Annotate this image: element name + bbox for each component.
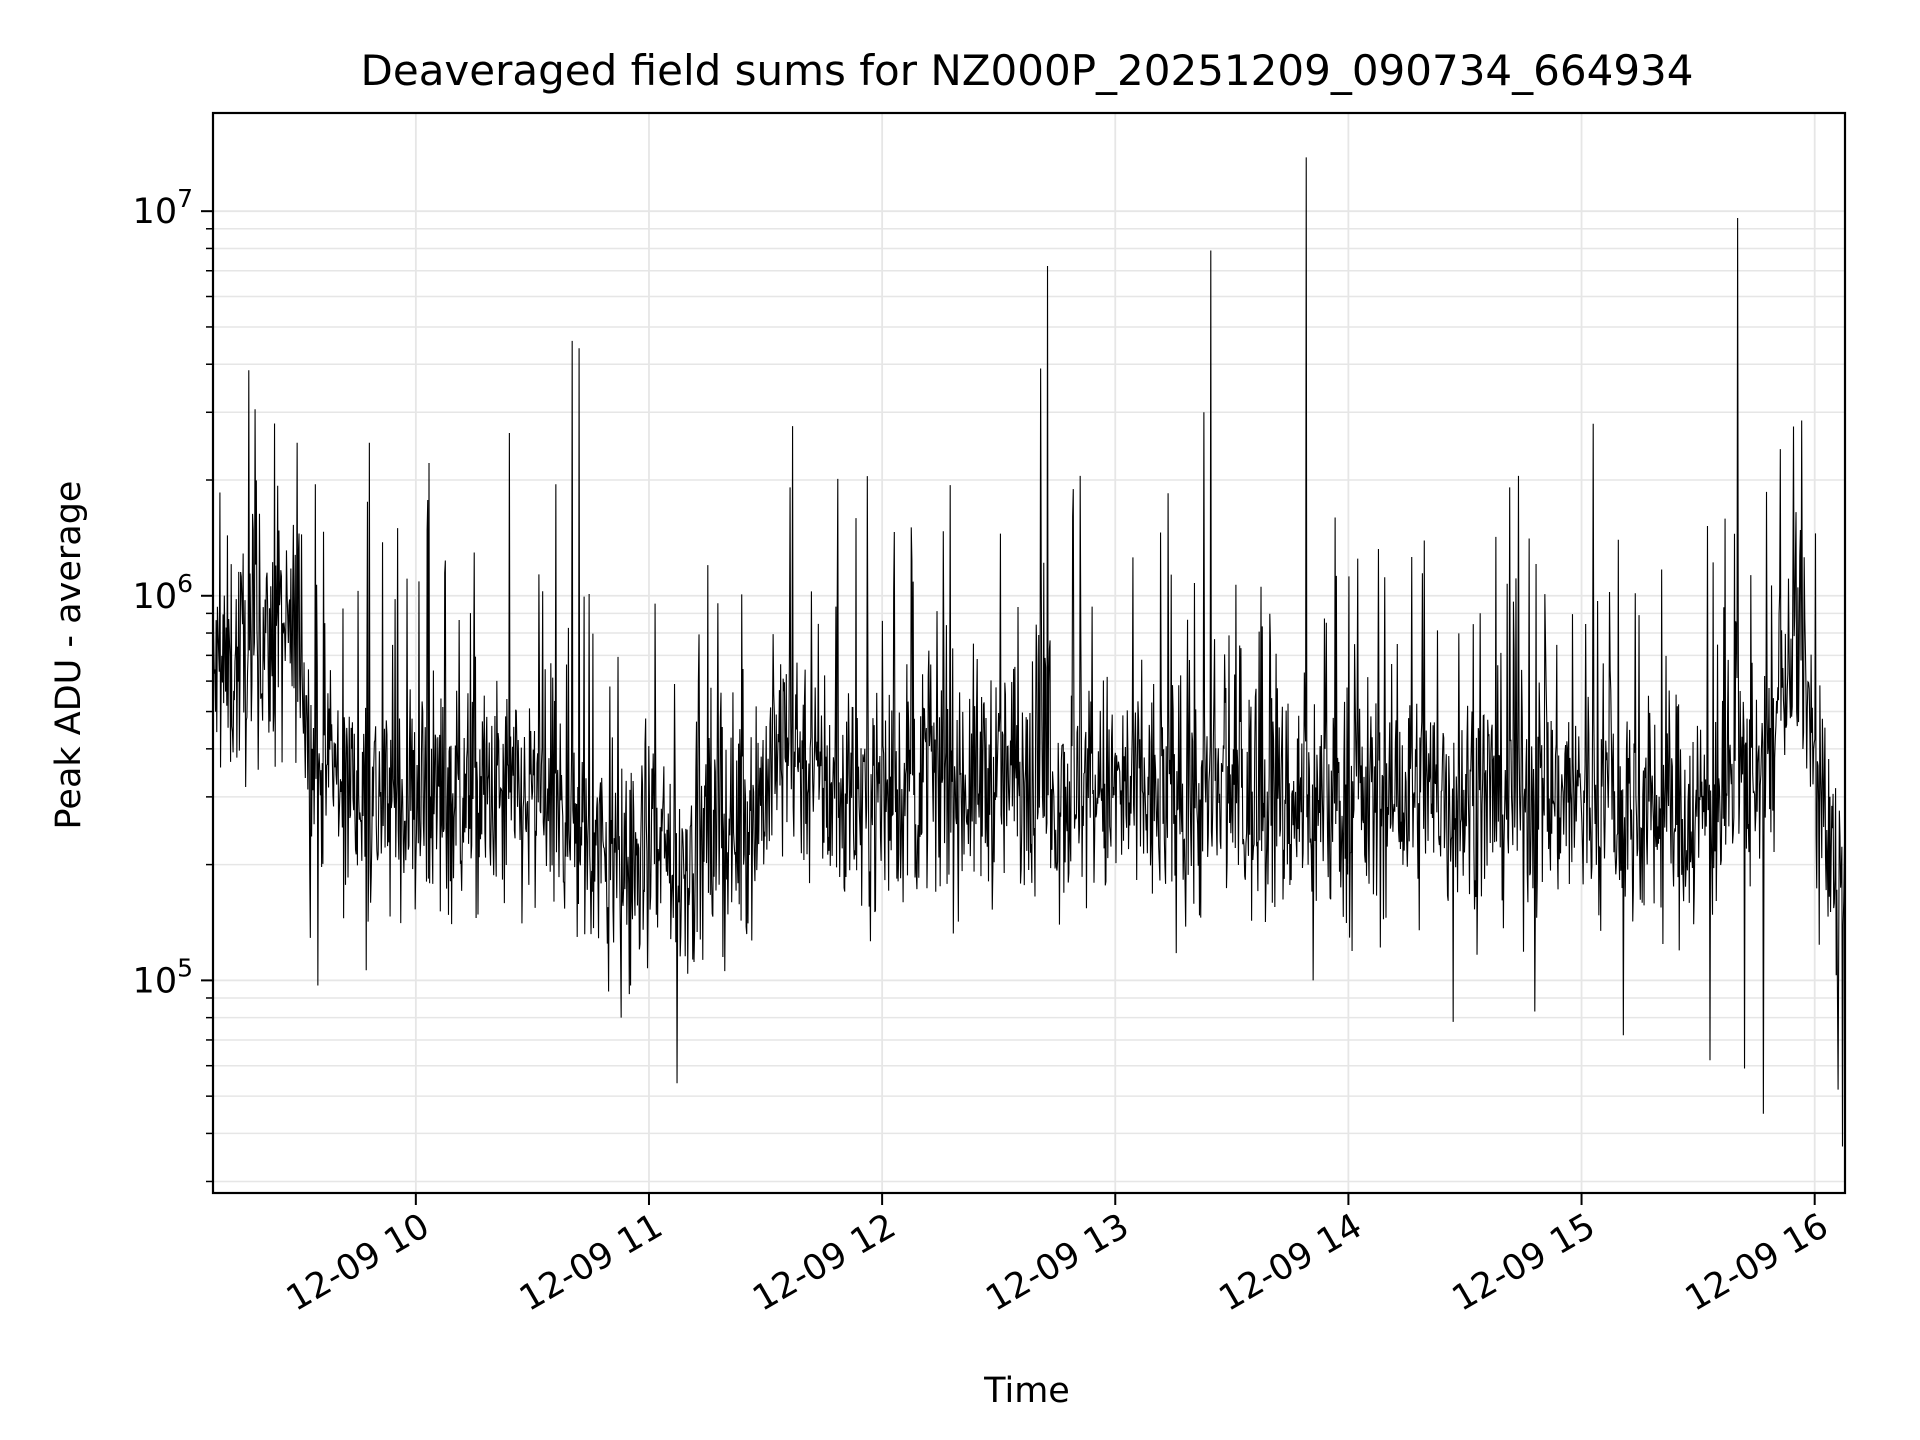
chart-title: Deaveraged field sums for NZ000P_2025120… bbox=[361, 46, 1694, 95]
y-axis: 105 106 107 bbox=[133, 184, 213, 1183]
y-axis-label: Peak ADU - average bbox=[49, 481, 89, 830]
y-tick-label: 106 bbox=[133, 569, 193, 617]
y-tick-label: 105 bbox=[133, 953, 193, 1001]
plot-frame bbox=[211, 111, 1847, 1195]
x-axis-label: Time bbox=[983, 1371, 1070, 1411]
series-line bbox=[212, 157, 1846, 1147]
y-tick-label: 107 bbox=[133, 184, 193, 232]
series-group bbox=[212, 157, 1846, 1147]
